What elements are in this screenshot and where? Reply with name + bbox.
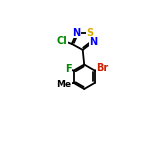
Text: Cl: Cl bbox=[57, 36, 67, 46]
Text: N: N bbox=[89, 37, 97, 47]
Text: S: S bbox=[87, 28, 94, 38]
Text: N: N bbox=[72, 28, 80, 38]
Text: Br: Br bbox=[96, 63, 109, 73]
Text: F: F bbox=[65, 64, 71, 74]
Text: Me: Me bbox=[56, 80, 71, 89]
